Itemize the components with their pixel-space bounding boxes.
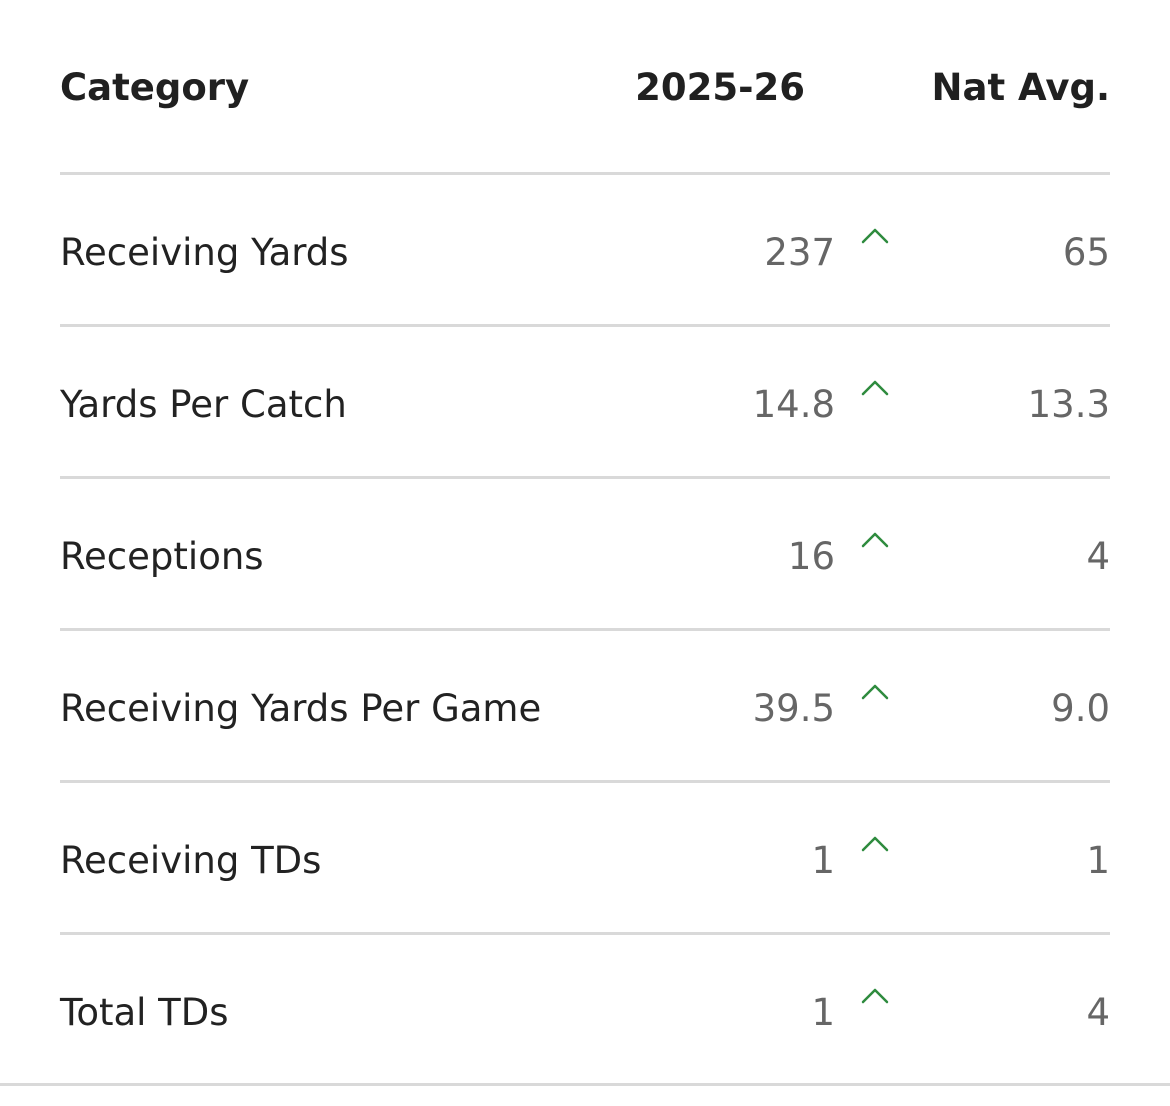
- row-season-value: 16: [787, 535, 835, 578]
- table-row: Total TDs 1 4: [60, 935, 1110, 1084]
- table-row: Yards Per Catch 14.8 13.3: [60, 327, 1110, 479]
- row-nat-avg-value: 65: [1062, 231, 1110, 274]
- row-category: Receptions: [60, 535, 264, 578]
- row-category: Receiving Yards Per Game: [60, 687, 542, 730]
- table-header: Category 2025-26 Nat Avg.: [60, 0, 1110, 175]
- row-season-value: 1: [811, 991, 835, 1034]
- header-season: 2025-26: [635, 66, 805, 109]
- stats-table: Category 2025-26 Nat Avg. Receiving Yard…: [60, 0, 1110, 1084]
- bottom-divider: [0, 1083, 1170, 1086]
- chevron-up-icon: [860, 529, 890, 549]
- row-season-value: 1: [811, 839, 835, 882]
- table-row: Receptions 16 4: [60, 479, 1110, 631]
- table-row: Receiving TDs 1 1: [60, 783, 1110, 935]
- chevron-up-icon: [860, 377, 890, 397]
- row-category: Receiving Yards: [60, 231, 349, 274]
- table-row: Receiving Yards 237 65: [60, 175, 1110, 327]
- row-season-value: 237: [764, 231, 835, 274]
- chevron-up-icon: [860, 225, 890, 245]
- header-nat-avg: Nat Avg.: [931, 66, 1110, 109]
- row-category: Yards Per Catch: [60, 383, 347, 426]
- row-season-value: 39.5: [752, 687, 835, 730]
- row-category: Total TDs: [60, 991, 229, 1034]
- row-nat-avg-value: 13.3: [1027, 383, 1110, 426]
- chevron-up-icon: [860, 681, 890, 701]
- table-row: Receiving Yards Per Game 39.5 9.0: [60, 631, 1110, 783]
- chevron-up-icon: [860, 833, 890, 853]
- row-category: Receiving TDs: [60, 839, 322, 882]
- row-nat-avg-value: 4: [1086, 535, 1110, 578]
- row-nat-avg-value: 9.0: [1051, 687, 1110, 730]
- row-season-value: 14.8: [752, 383, 835, 426]
- row-nat-avg-value: 1: [1086, 839, 1110, 882]
- row-nat-avg-value: 4: [1086, 991, 1110, 1034]
- header-category: Category: [60, 66, 250, 109]
- chevron-up-icon: [860, 985, 890, 1005]
